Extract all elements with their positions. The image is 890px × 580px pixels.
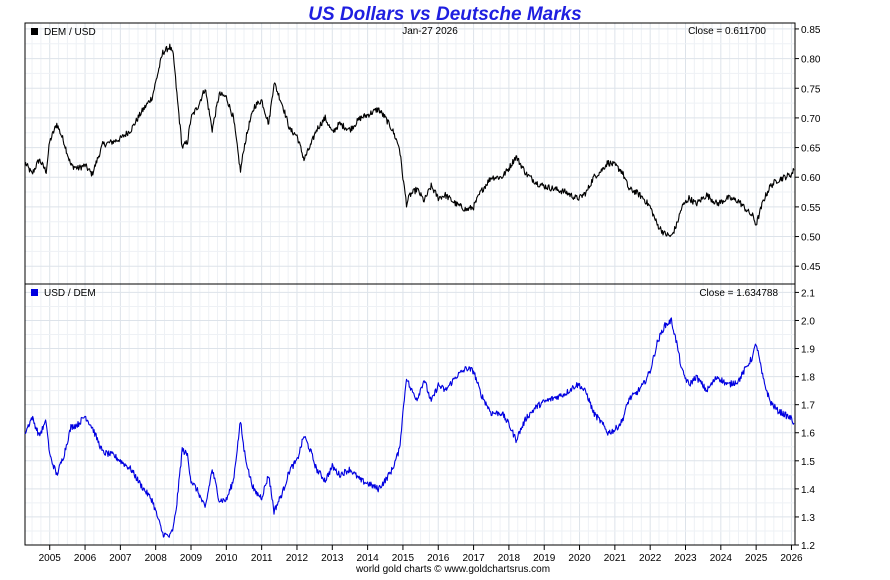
x-tick-label: 2023 [674,553,697,564]
top-close-label: Close = 0.611700 [688,26,766,37]
y-tick-label: 1.3 [801,513,815,524]
bottom-legend-label: USD / DEM [44,288,96,299]
x-tick-label: 2022 [639,553,662,564]
x-tick-label: 2021 [604,553,627,564]
x-tick-label: 2009 [180,553,203,564]
x-tick-label: 2013 [321,553,344,564]
bottom-close-label: Close = 1.634788 [699,288,778,299]
bottom-legend-swatch [31,289,38,296]
chart-title: US Dollars vs Deutsche Marks [308,4,582,25]
top-legend-label: DEM / USD [44,27,96,38]
x-tick-label: 2010 [215,553,238,564]
y-tick-label: 1.4 [801,485,815,496]
y-tick-label: 1.8 [801,373,815,384]
y-tick-label: 0.60 [801,173,821,184]
y-tick-label: 0.75 [801,84,821,95]
y-tick-label: 0.65 [801,144,821,155]
x-tick-label: 2019 [533,553,556,564]
bottom-panel-frame [24,283,796,546]
axis-layer: 0.45 0.50 0.55 0.60 0.65 0.70 0.75 0.80 0.85 1.2 1… [39,25,821,564]
grid-layer [25,23,795,546]
x-tick-label: 2011 [251,553,273,564]
y-tick-label: 0.55 [801,203,821,214]
y-tick-label: 2.0 [801,316,815,327]
y-tick-label: 0.85 [801,25,821,36]
x-tick-label: 2024 [710,553,733,564]
y-tick-label: 1.7 [801,401,815,412]
x-tick-label: 2020 [568,553,591,564]
y-tick-label: 0.70 [801,114,821,125]
x-tick-label: 2007 [109,553,132,564]
y-tick-label: 2.1 [801,288,815,299]
y-tick-label: 1.6 [801,429,815,440]
top-date-label: Jan-27 2026 [402,26,458,37]
x-tick-label: 2012 [286,553,309,564]
x-tick-label: 2025 [745,553,768,564]
top-legend-swatch [31,28,38,35]
x-tick-label: 2026 [780,553,803,564]
usd-dem-line [24,317,795,538]
x-tick-label: 2005 [39,553,62,564]
dem-usd-line [24,43,795,238]
x-tick-label: 2016 [427,553,450,564]
footer-credit: world gold charts © www.goldchartsrus.co… [355,564,550,575]
x-tick-label: 2018 [498,553,521,564]
x-tick-label: 2014 [356,553,379,564]
y-tick-label: 0.50 [801,233,821,244]
x-tick-label: 2017 [462,553,485,564]
y-tick-label: 1.9 [801,345,815,356]
y-tick-label: 1.5 [801,457,815,468]
series-layer [24,43,795,538]
y-tick-label: 0.45 [801,262,821,273]
y-tick-label: 1.2 [801,541,815,552]
top-panel-frame [24,22,796,285]
y-tick-label: 0.80 [801,55,821,66]
x-tick-label: 2008 [145,553,168,564]
x-tick-label: 2015 [392,553,415,564]
x-tick-label: 2006 [74,553,97,564]
